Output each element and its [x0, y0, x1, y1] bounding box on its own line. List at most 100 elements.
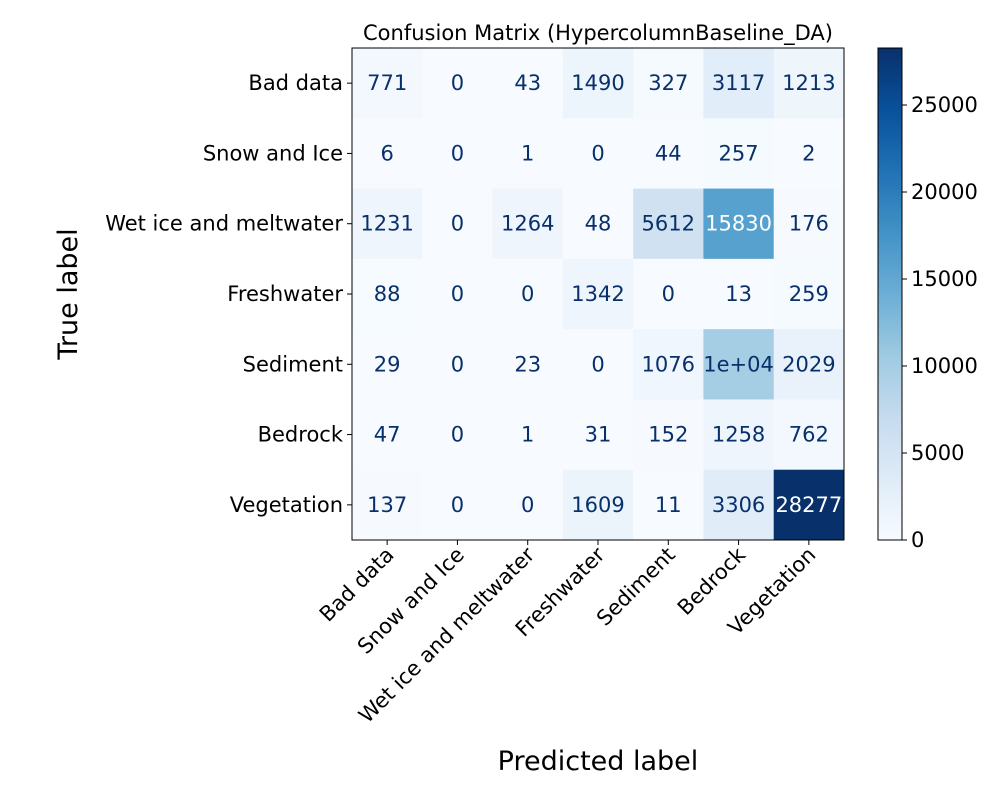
y-tick-label-bad-data: Bad data	[248, 71, 343, 95]
cell-r0-c2	[492, 48, 564, 119]
cell-r3-c2	[492, 258, 564, 330]
cell-r1-c4	[633, 118, 704, 190]
cell-r4-c4	[633, 329, 704, 400]
cell-r4-c0	[352, 329, 423, 400]
cell-value-label: 29	[374, 352, 401, 376]
cell-r2-c4	[633, 188, 704, 260]
cell-value-label: 0	[521, 493, 534, 517]
cell-value-label: 1264	[501, 212, 554, 236]
cell-value-label: 257	[719, 141, 759, 165]
cell-value-label: 1	[521, 141, 534, 165]
cell-r1-c6	[773, 118, 845, 190]
cell-r5-c3	[562, 399, 634, 471]
cell-value-label: 0	[662, 282, 675, 306]
cell-r5-c0	[352, 399, 423, 471]
cell-r4-c3	[562, 329, 634, 400]
cell-value-label: 2	[802, 141, 815, 165]
y-tick-label-bedrock: Bedrock	[258, 423, 344, 447]
cell-value-label: 327	[648, 71, 688, 95]
chart-title: Confusion Matrix (HypercolumnBaseline_DA…	[363, 21, 833, 46]
cell-value-label: 5612	[642, 212, 695, 236]
cell-r2-c5	[703, 188, 775, 260]
cell-value-label: 44	[655, 141, 682, 165]
cell-r0-c1	[422, 48, 494, 119]
cell-value-label: 15830	[705, 212, 772, 236]
cell-value-label: 11	[655, 493, 682, 517]
cell-value-label: 1609	[571, 493, 624, 517]
cell-r4-c1	[422, 329, 494, 400]
cell-r0-c5	[703, 48, 775, 119]
cell-r0-c6	[773, 48, 845, 119]
cell-value-label: 13	[725, 282, 752, 306]
cell-r1-c3	[562, 118, 634, 190]
cell-value-label: 1342	[571, 282, 624, 306]
y-tick-label-freshwater: Freshwater	[227, 282, 343, 306]
cell-value-label: 3306	[712, 493, 765, 517]
cell-r2-c3	[562, 188, 634, 260]
x-axis-label: Predicted label	[498, 746, 699, 777]
cell-r3-c6	[773, 258, 845, 330]
cell-value-label: 1231	[360, 212, 413, 236]
heatmap-cells: 771 0 43 1490 327 3117 1213 6 0 1 0 44 257 2 1231 0 1264…	[352, 48, 845, 541]
cell-r6-c6	[773, 469, 845, 541]
cell-value-label: 3117	[712, 71, 765, 95]
cell-r6-c2	[492, 469, 564, 541]
cell-r3-c0	[352, 258, 423, 330]
cell-value-label: 0	[451, 282, 464, 306]
cell-value-label: 1490	[571, 71, 624, 95]
cell-r1-c0	[352, 118, 423, 190]
cell-value-label: 0	[451, 212, 464, 236]
cell-r6-c3	[562, 469, 634, 541]
cell-r6-c1	[422, 469, 494, 541]
colorbar-tick-label: 0	[911, 528, 924, 552]
cell-value-label: 0	[451, 71, 464, 95]
cell-value-label: 48	[585, 212, 612, 236]
cell-r5-c1	[422, 399, 494, 471]
cell-r5-c6	[773, 399, 845, 471]
cell-r5-c4	[633, 399, 704, 471]
cell-r1-c5	[703, 118, 775, 190]
cell-r0-c3	[562, 48, 634, 119]
colorbar-tick-label: 5000	[911, 441, 964, 465]
cell-value-label: 1258	[712, 423, 765, 447]
cell-r1-c1	[422, 118, 494, 190]
cell-value-label: 0	[591, 352, 604, 376]
cell-value-label: 1e+04	[703, 352, 774, 376]
cell-value-label: 0	[451, 352, 464, 376]
y-axis-ticks: Bad data Snow and Ice Wet ice and meltwate…	[105, 71, 352, 517]
cell-r3-c4	[633, 258, 704, 330]
cell-value-label: 0	[451, 493, 464, 517]
y-tick-label-snow-and-ice: Snow and Ice	[203, 141, 343, 165]
cell-r0-c0	[352, 48, 423, 119]
colorbar-tick-label: 15000	[911, 267, 978, 291]
cell-value-label: 0	[451, 141, 464, 165]
cell-value-label: 259	[789, 282, 829, 306]
y-tick-label-sediment: Sediment	[243, 352, 343, 376]
cell-r4-c5	[703, 329, 775, 400]
cell-value-label: 1	[521, 423, 534, 447]
cell-r5-c5	[703, 399, 775, 471]
cell-r6-c5	[703, 469, 775, 541]
cell-r3-c5	[703, 258, 775, 330]
cell-r6-c4	[633, 469, 704, 541]
cell-value-label: 88	[374, 282, 401, 306]
cell-value-label: 28277	[775, 493, 842, 517]
cell-value-label: 152	[648, 423, 688, 447]
colorbar: 0 5000 10000 15000 20000 25000	[877, 47, 978, 552]
cell-value-label: 47	[374, 423, 401, 447]
cell-value-label: 31	[585, 423, 612, 447]
cell-r4-c2	[492, 329, 564, 400]
cell-r2-c1	[422, 188, 494, 260]
cell-value-label: 762	[789, 423, 829, 447]
cell-value-label: 771	[367, 71, 407, 95]
colorbar-tick-label: 25000	[911, 93, 978, 117]
cell-value-label: 23	[514, 352, 541, 376]
cell-value-label: 6	[380, 141, 393, 165]
y-tick-label-vegetation: Vegetation	[230, 493, 343, 517]
y-axis-label: True label	[53, 228, 84, 360]
colorbar-gradient	[877, 47, 903, 541]
cell-value-label: 0	[591, 141, 604, 165]
cell-r2-c2	[492, 188, 564, 260]
cell-r3-c1	[422, 258, 494, 330]
